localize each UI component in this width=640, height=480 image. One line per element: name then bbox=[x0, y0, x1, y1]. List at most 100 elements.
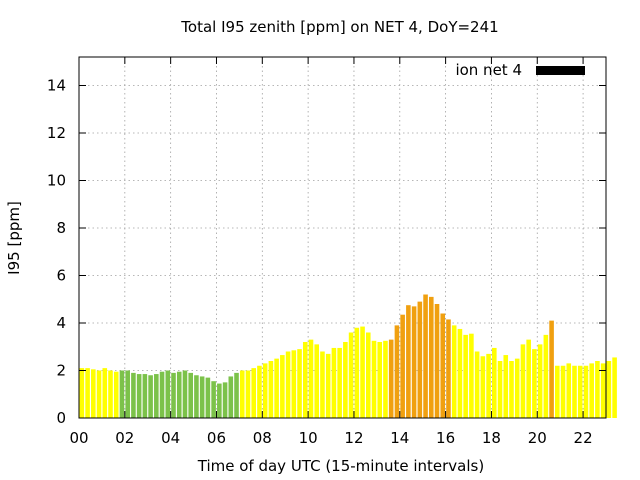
bar bbox=[176, 371, 182, 418]
bar bbox=[119, 370, 125, 418]
bar bbox=[577, 365, 583, 418]
bar bbox=[113, 371, 119, 418]
bar bbox=[549, 320, 554, 418]
x-tick-label: 08 bbox=[253, 429, 272, 447]
bar bbox=[245, 370, 251, 418]
x-tick-label: 02 bbox=[115, 429, 134, 447]
x-axis-label: Time of day UTC (15-minute intervals) bbox=[197, 457, 484, 475]
bar bbox=[228, 376, 234, 418]
bar bbox=[251, 368, 257, 418]
bar bbox=[217, 383, 222, 418]
y-tick-label: 8 bbox=[56, 219, 66, 237]
x-tick-label: 14 bbox=[390, 429, 409, 447]
bar bbox=[136, 374, 142, 418]
bar bbox=[383, 340, 388, 418]
bar bbox=[331, 347, 337, 418]
bar bbox=[154, 374, 159, 418]
plot-frame bbox=[78, 56, 607, 419]
bar bbox=[159, 371, 165, 418]
bar bbox=[108, 370, 113, 418]
bar bbox=[188, 372, 193, 418]
bar bbox=[428, 296, 434, 418]
bar bbox=[377, 342, 383, 418]
bar bbox=[457, 328, 463, 418]
bar bbox=[85, 368, 90, 418]
bar bbox=[589, 363, 594, 418]
bar bbox=[572, 365, 577, 418]
bar bbox=[291, 350, 297, 418]
bar bbox=[446, 319, 451, 418]
y-tick-label: 14 bbox=[47, 77, 66, 95]
bar bbox=[612, 357, 617, 418]
bar bbox=[314, 344, 320, 418]
bar bbox=[394, 325, 400, 418]
bar bbox=[79, 368, 85, 418]
bar bbox=[343, 342, 348, 418]
bar bbox=[492, 347, 497, 418]
bar bbox=[365, 332, 371, 418]
x-tick-label: 04 bbox=[161, 429, 180, 447]
bar bbox=[165, 370, 171, 418]
bar bbox=[274, 358, 279, 418]
bar bbox=[417, 301, 423, 418]
y-tick-label: 0 bbox=[56, 409, 66, 427]
bar bbox=[406, 305, 411, 418]
bar bbox=[262, 363, 268, 418]
bar bbox=[463, 334, 468, 418]
bar bbox=[509, 361, 514, 418]
bar bbox=[514, 358, 520, 418]
bar bbox=[302, 342, 308, 418]
y-tick-label: 6 bbox=[56, 267, 66, 285]
bar bbox=[503, 355, 509, 418]
bar bbox=[234, 372, 239, 418]
bar bbox=[400, 314, 405, 418]
y-tick-label: 2 bbox=[56, 362, 66, 380]
bar bbox=[285, 351, 291, 418]
x-tick-label: 20 bbox=[528, 429, 547, 447]
x-tick-label: 00 bbox=[69, 429, 88, 447]
legend-label: ion net 4 bbox=[455, 61, 522, 79]
bar bbox=[537, 344, 543, 418]
bar bbox=[125, 370, 130, 418]
bar bbox=[320, 351, 325, 418]
bar bbox=[131, 372, 136, 418]
bar bbox=[600, 363, 606, 418]
bar bbox=[434, 304, 440, 418]
x-tick-label: 18 bbox=[482, 429, 501, 447]
bar bbox=[268, 361, 274, 418]
bar bbox=[142, 374, 148, 418]
chart-title: Total I95 zenith [ppm] on NET 4, DoY=241 bbox=[180, 18, 498, 36]
bar bbox=[474, 351, 480, 418]
x-tick-label: 06 bbox=[207, 429, 226, 447]
bar bbox=[440, 313, 446, 418]
bar bbox=[566, 363, 572, 418]
bar-series bbox=[79, 294, 617, 418]
bar bbox=[497, 361, 503, 418]
bar bbox=[532, 349, 537, 418]
bar bbox=[148, 375, 153, 418]
bar bbox=[411, 306, 417, 418]
bar bbox=[526, 339, 531, 418]
bar bbox=[239, 370, 245, 418]
bar bbox=[308, 339, 314, 418]
bar bbox=[583, 365, 589, 418]
bar bbox=[171, 372, 176, 418]
bar bbox=[257, 365, 262, 418]
bar bbox=[560, 365, 566, 418]
bar bbox=[194, 375, 199, 418]
x-tick-label: 10 bbox=[299, 429, 318, 447]
bar bbox=[182, 370, 188, 418]
bar bbox=[520, 344, 526, 418]
y-tick-label: 12 bbox=[47, 124, 66, 142]
legend-swatch bbox=[536, 66, 585, 75]
bar bbox=[486, 353, 491, 418]
bar bbox=[348, 332, 354, 418]
bar bbox=[354, 327, 360, 418]
bar bbox=[595, 361, 600, 418]
gridlines bbox=[79, 57, 606, 418]
legend: ion net 4 bbox=[455, 61, 585, 79]
bar bbox=[423, 294, 428, 418]
y-tick-label: 4 bbox=[56, 314, 66, 332]
x-tick-label: 16 bbox=[436, 429, 455, 447]
